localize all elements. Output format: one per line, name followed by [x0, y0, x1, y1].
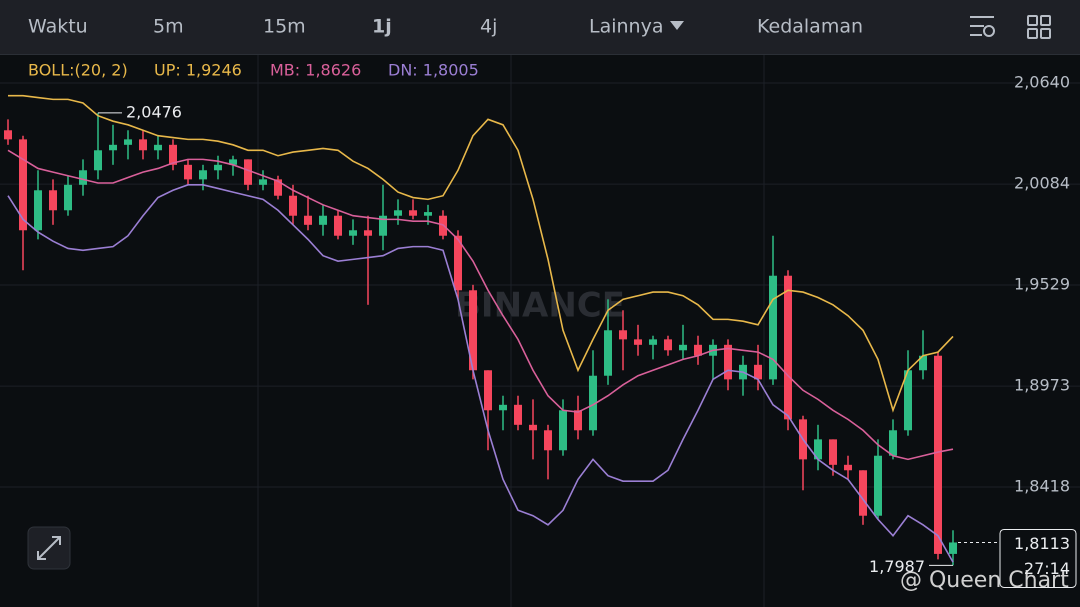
candle-body [889, 430, 897, 456]
candle-body [949, 542, 957, 554]
candle-body [919, 355, 927, 371]
watermark: BINANCE [455, 286, 625, 326]
countdown: 27:14 [1024, 559, 1070, 578]
expand-button[interactable] [27, 526, 71, 570]
band-lower [7, 184, 954, 563]
candle-body [859, 470, 867, 516]
candle-body [304, 215, 312, 225]
candle-body [364, 230, 372, 236]
candle-body [109, 144, 117, 151]
candle-body [769, 275, 777, 380]
candle-body [784, 275, 792, 420]
candle-body [934, 355, 942, 554]
indicator-mb: MB: 1,8626 [270, 61, 361, 80]
candle-body [634, 339, 642, 345]
candle-body [754, 364, 762, 380]
dropdown-arrow[interactable] [670, 21, 684, 30]
candle-body [124, 139, 132, 145]
candle-body [259, 179, 267, 185]
high-marker-label: 2,0476 [126, 102, 182, 121]
candle-body [604, 330, 612, 376]
candle-body [874, 455, 882, 516]
vertical-grid [257, 55, 765, 607]
candle-body [679, 344, 687, 351]
candle-body [4, 130, 12, 140]
y-tick-label: 2,0640 [1014, 73, 1070, 92]
candle-body [589, 375, 597, 431]
candle-body [694, 344, 702, 356]
candle-body [514, 404, 522, 425]
candle-body [199, 170, 207, 180]
candle-body [184, 164, 192, 180]
candle-body [904, 370, 912, 431]
candle-body [724, 344, 732, 380]
y-tick-label: 1,8973 [1014, 376, 1070, 395]
candle-body [79, 170, 87, 185]
grid: 2,0640 2,0084 1,9529 1,8973 1,8418 [0, 73, 1080, 496]
candle-body [229, 159, 237, 165]
header-bar [0, 0, 1080, 54]
candle-body [829, 439, 837, 465]
candle-body [334, 215, 342, 236]
candle-body [814, 439, 822, 460]
candle-body [349, 230, 357, 236]
candle-body [499, 404, 507, 411]
tab[interactable]: 15m [263, 16, 306, 38]
candle-body [544, 430, 552, 451]
candle-body [619, 330, 627, 340]
candle-body [214, 164, 222, 171]
candle-body [454, 235, 462, 291]
candle-body [19, 139, 27, 231]
tab[interactable]: Lainnya [589, 16, 663, 38]
candle-body [394, 210, 402, 216]
last-price-label: 1,8113 [1014, 534, 1070, 553]
tab[interactable]: 5m [153, 16, 184, 38]
candle-body [844, 464, 852, 471]
indicator-dn: DN: 1,8005 [388, 61, 479, 80]
candle-body [64, 184, 72, 211]
overlay-text: @ Queen Chart [900, 568, 1069, 593]
candle-body [424, 212, 432, 216]
last-price-box [999, 528, 1077, 588]
indicator-settings-icon[interactable] [970, 16, 995, 37]
band-upper [8, 94, 954, 413]
candle-body [379, 215, 387, 236]
candle-body [559, 410, 567, 451]
candle-body [319, 215, 327, 225]
indicator-name: BOLL:(20, 2) [28, 61, 128, 80]
candle-body [529, 424, 537, 431]
candle-body [649, 339, 657, 345]
candle-body [574, 410, 582, 431]
tabs: Waktu 5m 15m 1j 4j Lainnya Kedalaman [28, 16, 863, 38]
low-marker-label: 1,7987 [869, 557, 925, 576]
tab[interactable]: 4j [480, 16, 497, 38]
candle-body [94, 150, 102, 171]
candle-body [244, 159, 252, 185]
y-tick-label: 2,0084 [1014, 174, 1070, 193]
layout-icon[interactable] [1027, 15, 1051, 39]
candle-body [484, 370, 492, 411]
candle-body [274, 179, 282, 196]
candle-body [409, 210, 417, 216]
candle-body [169, 144, 177, 165]
indicator-up: UP: 1,9246 [154, 61, 242, 80]
candle-body [139, 139, 147, 151]
candle-body [664, 339, 672, 351]
candle-body [289, 195, 297, 216]
tab[interactable]: 1j [372, 16, 392, 38]
y-tick-label: 1,8418 [1014, 477, 1070, 496]
y-tick-label: 1,9529 [1014, 275, 1070, 294]
candle-body [34, 190, 42, 231]
candle-body [49, 190, 57, 211]
candle-body [154, 144, 162, 151]
tab[interactable]: Kedalaman [757, 16, 863, 38]
tab[interactable]: Waktu [28, 16, 88, 38]
candle-body [469, 290, 477, 371]
plot: 2,0476 1,7987 1,8113 27:14 [4, 94, 1077, 588]
band-middle [7, 149, 954, 461]
